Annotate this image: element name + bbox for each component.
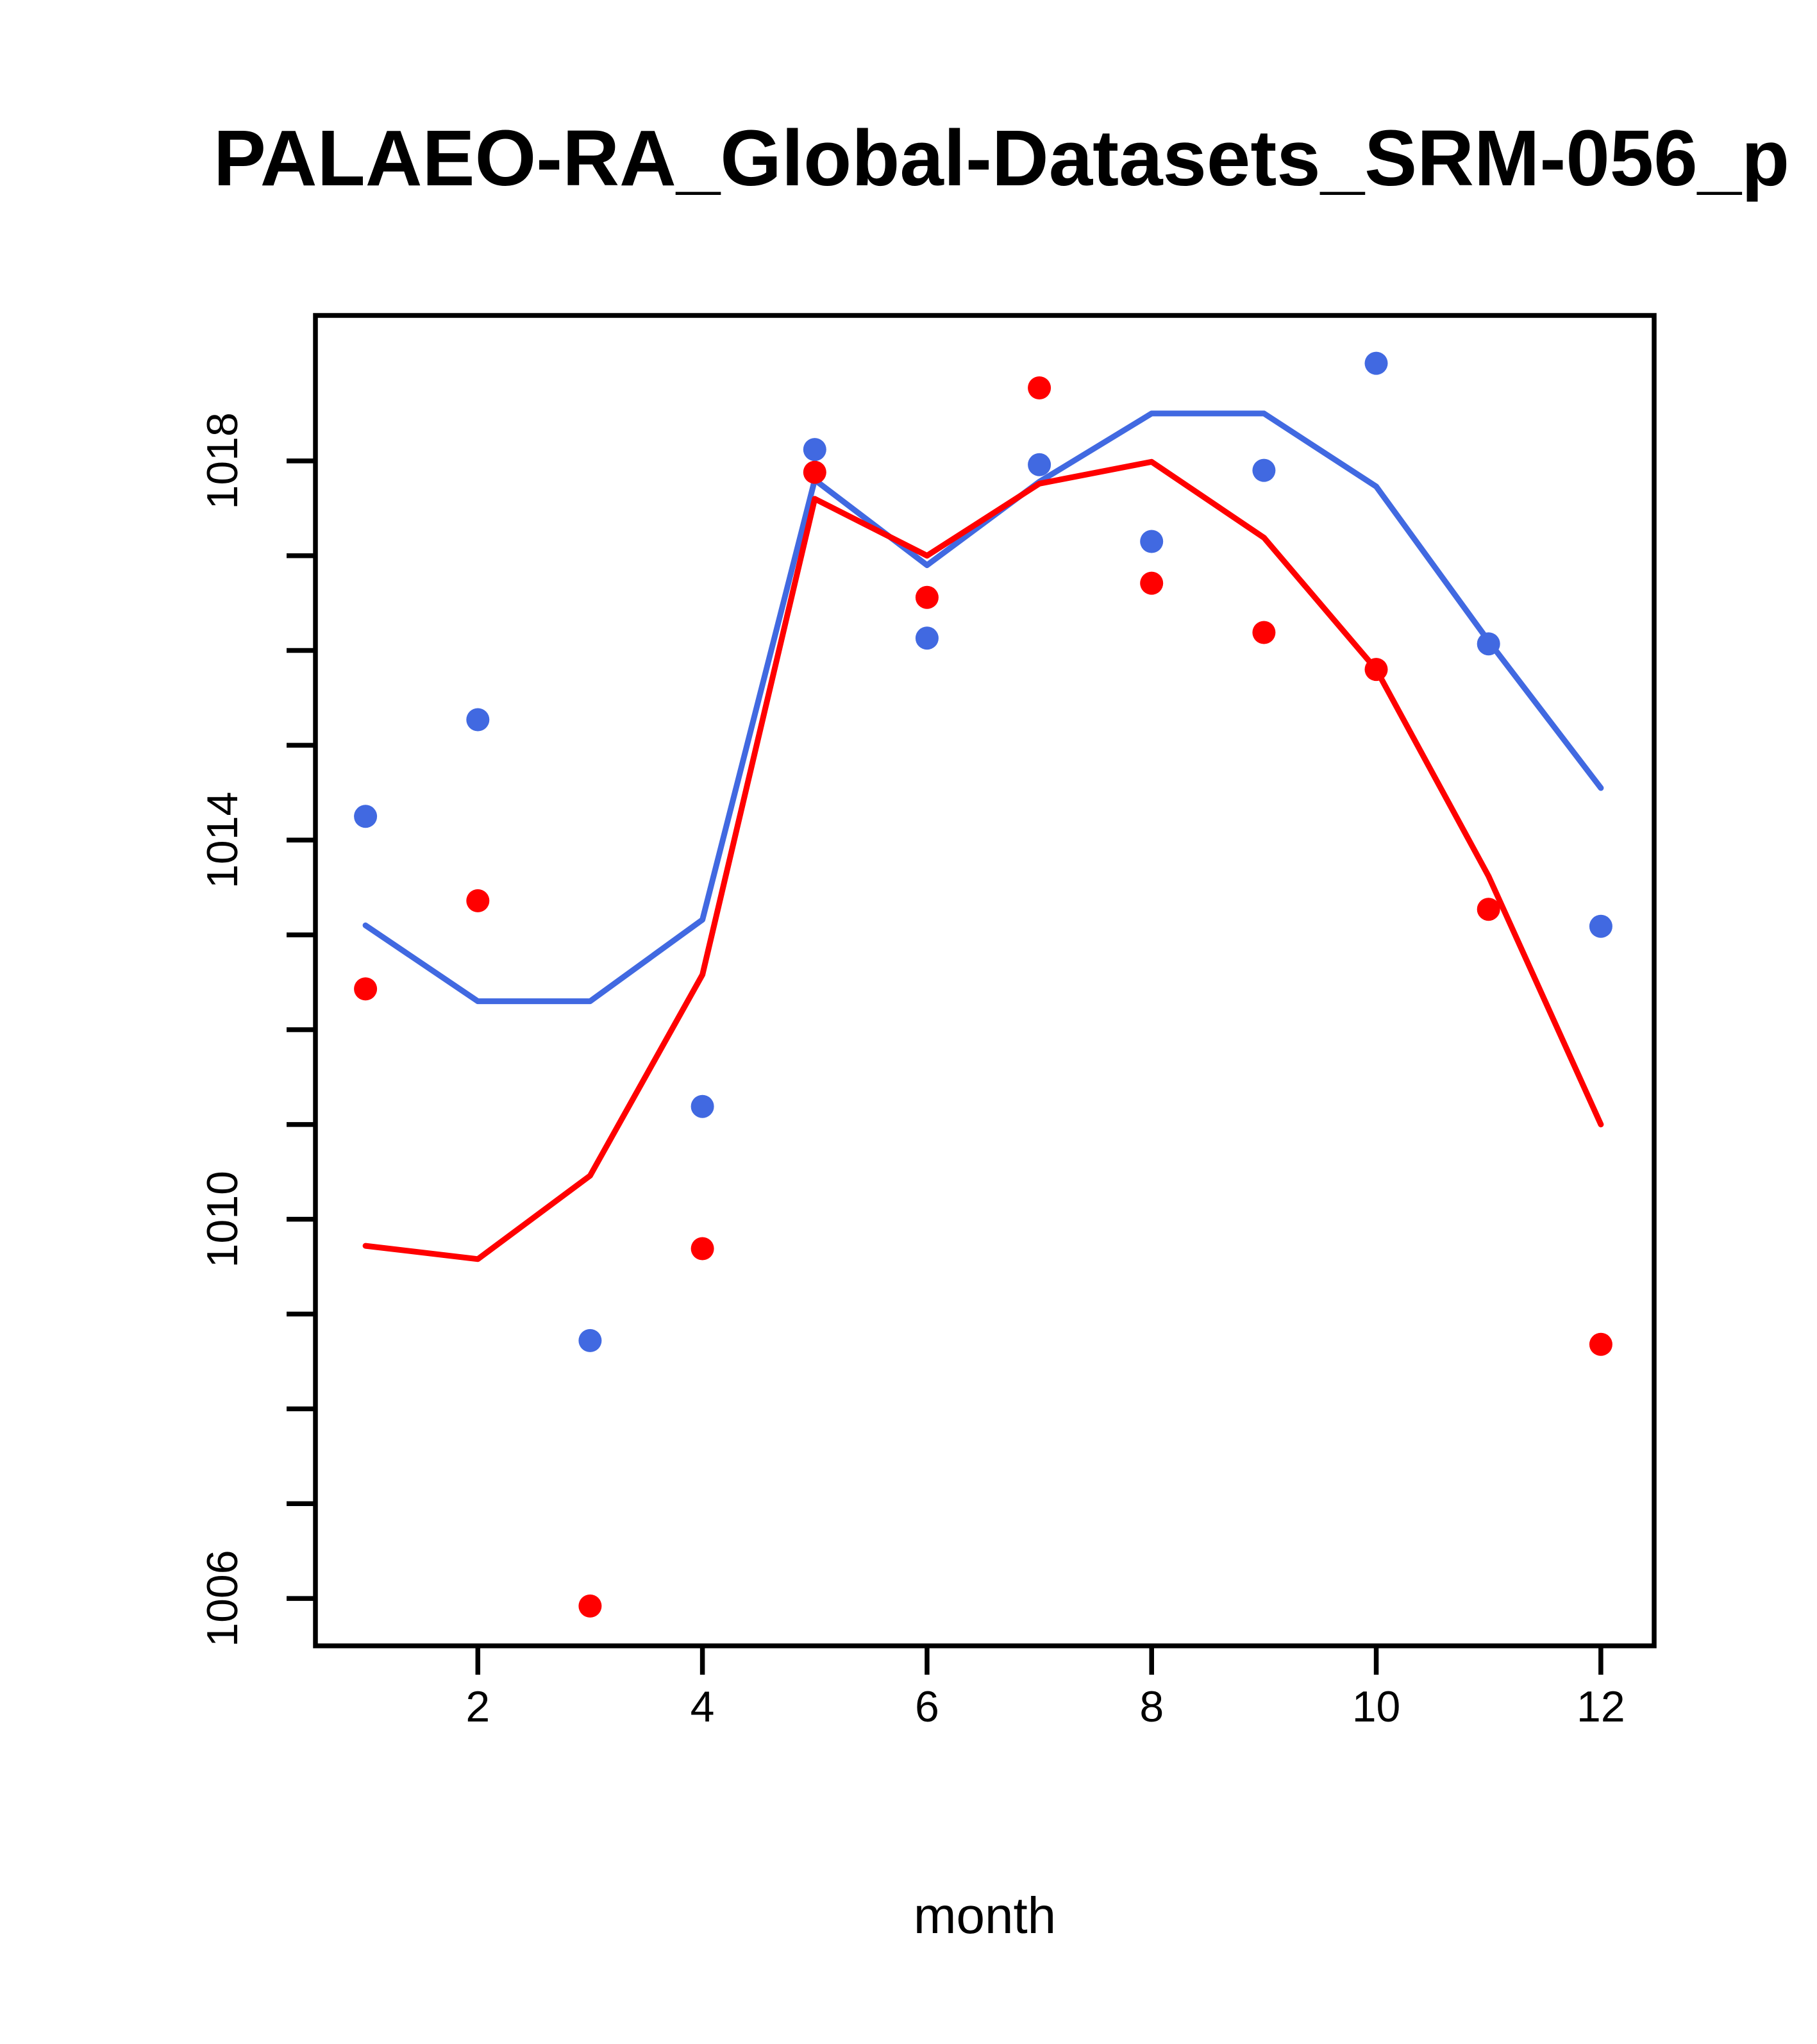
svg-text:12: 12 (1577, 1682, 1625, 1731)
svg-text:4: 4 (691, 1682, 715, 1731)
svg-text:8: 8 (1139, 1682, 1164, 1731)
svg-text:6: 6 (915, 1682, 939, 1731)
svg-text:2: 2 (465, 1682, 490, 1731)
svg-text:1010: 1010 (198, 1171, 247, 1268)
svg-text:1018: 1018 (198, 412, 247, 509)
svg-text:PALAEO-RA_Global-Datasets_SRM-: PALAEO-RA_Global-Datasets_SRM-056_p (214, 115, 1789, 203)
svg-text:1006: 1006 (198, 1550, 247, 1646)
svg-text:10: 10 (1352, 1682, 1401, 1731)
svg-text:month: month (914, 1887, 1056, 1944)
svg-text:1014: 1014 (198, 792, 247, 889)
